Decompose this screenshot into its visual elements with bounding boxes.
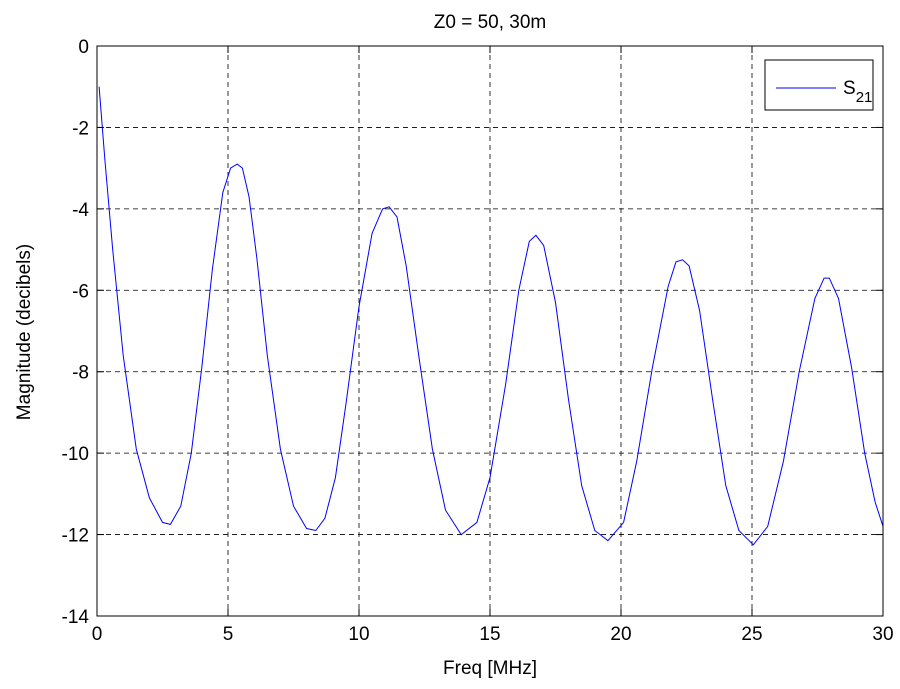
x-tick-label: 15 (479, 624, 500, 645)
legend-box (764, 59, 874, 111)
y-tick-labels: 0 -2 -4 -6 -8 -10 -12 -14 (62, 37, 90, 628)
y-tick-label: -12 (62, 526, 89, 547)
x-tick-label: 5 (223, 624, 234, 645)
legend-label: S21 (843, 78, 872, 106)
x-axis-label: Freq [MHz] (443, 658, 537, 679)
legend-label-main: S (843, 78, 856, 99)
y-tick-label: -6 (72, 281, 89, 302)
x-tick-label: 0 (92, 624, 103, 645)
x-tick-label: 20 (610, 624, 631, 645)
series-line-s21 (98, 86, 884, 546)
ticks (96, 45, 884, 617)
y-tick-label: -8 (72, 363, 89, 384)
x-tick-label: 25 (741, 624, 762, 645)
x-tick-label: 30 (872, 624, 893, 645)
grid (97, 46, 883, 616)
x-tick-labels: 0 5 10 15 20 25 30 (92, 624, 894, 645)
legend-label-subscript: 21 (856, 89, 873, 106)
y-tick-label: -2 (72, 118, 89, 139)
chart-title: Z0 = 50, 30m (434, 12, 546, 33)
y-axis-label: Magnitude (decibels) (14, 244, 35, 420)
y-tick-label: -4 (72, 200, 89, 221)
y-tick-label: -14 (62, 607, 90, 628)
y-tick-label: -10 (62, 444, 89, 465)
legend: S21 (764, 59, 874, 111)
y-tick-label: 0 (78, 37, 89, 58)
x-tick-label: 10 (348, 624, 369, 645)
series-layer (98, 86, 884, 546)
